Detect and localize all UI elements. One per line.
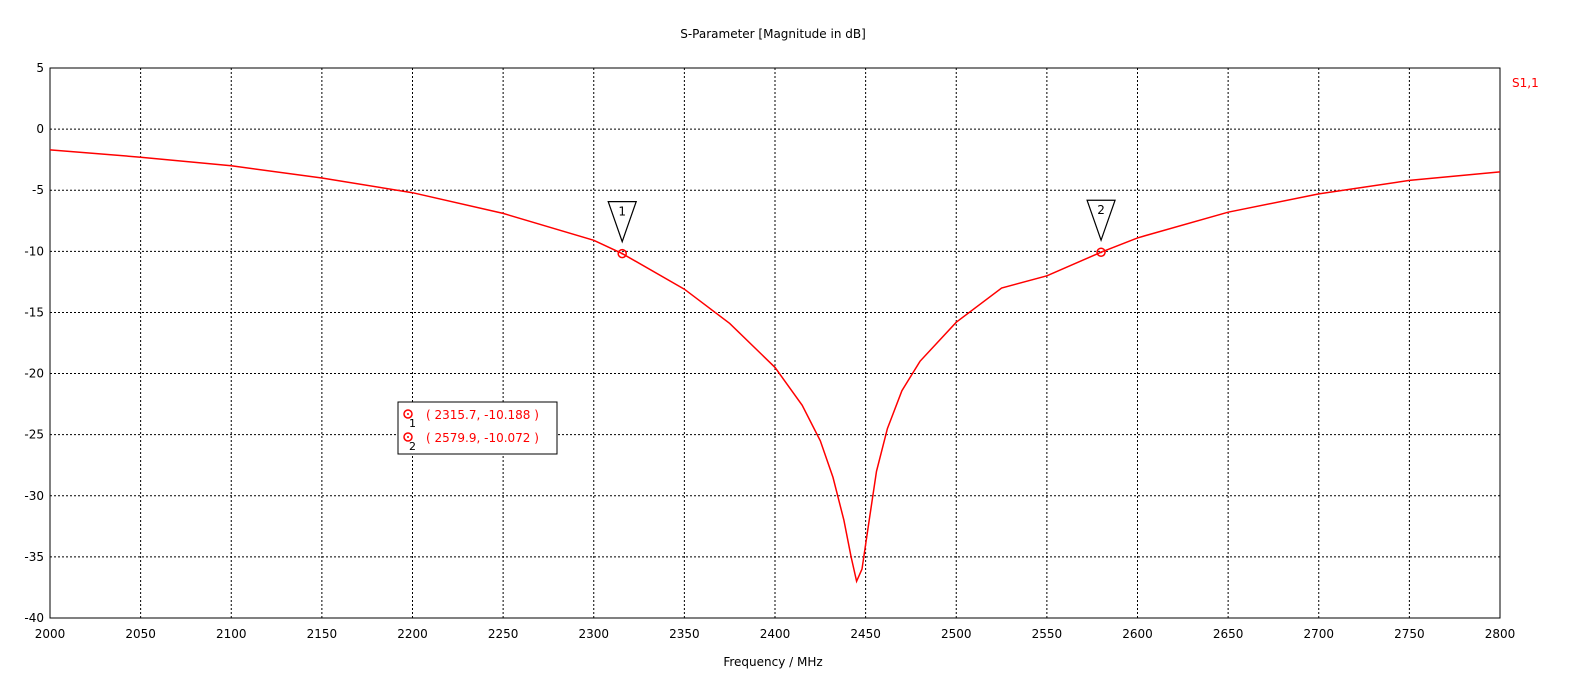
marker-point-icon	[617, 248, 627, 259]
y-tick-label: 0	[36, 122, 44, 136]
x-tick-label: 2550	[1032, 627, 1063, 641]
x-tick-label: 2350	[669, 627, 700, 641]
x-tick-label: 2200	[397, 627, 428, 641]
marker-box-point-icon	[403, 409, 413, 419]
marker-flag-icon	[607, 201, 638, 244]
x-tick-label: 2100	[216, 627, 247, 641]
x-tick-label: 2750	[1394, 627, 1425, 641]
x-tick-label: 2400	[760, 627, 791, 641]
y-tick-label: 5	[36, 61, 44, 75]
marker-box-index: 1	[409, 417, 416, 430]
marker-readout-box: 1 ( 2315.7, -10.188 ) 2 ( 2579.9, -10.072 )	[397, 401, 558, 455]
plot-area	[49, 67, 1501, 619]
y-axis-ticks: 5 0 -5 -10 -15 -20 -25 -30 -35 -40	[24, 61, 44, 625]
y-tick-label: -25	[24, 428, 44, 442]
x-tick-label: 2050	[125, 627, 156, 641]
x-axis-label: Frequency / MHz	[723, 655, 822, 669]
y-tick-label: -30	[24, 489, 44, 503]
marker-box-index: 2	[409, 440, 416, 453]
marker-flag-label: 1	[618, 205, 626, 219]
y-tick-label: -5	[32, 183, 44, 197]
x-tick-label: 2450	[850, 627, 881, 641]
marker-box-point-center	[407, 413, 409, 415]
marker-flag-label: 2	[1097, 203, 1105, 217]
y-tick-label: -35	[24, 550, 44, 564]
series-line-s11	[49, 149, 1501, 584]
marker-flag-icon	[1086, 199, 1116, 243]
marker-2: 2	[1086, 199, 1116, 257]
marker-box-readout: ( 2579.9, -10.072 )	[426, 431, 539, 445]
chart-title: S-Parameter [Magnitude in dB]	[680, 27, 866, 41]
marker-box-frame	[397, 401, 558, 455]
marker-box-point-center	[407, 436, 409, 438]
y-tick-label: -20	[24, 367, 44, 381]
x-tick-label: 2150	[307, 627, 338, 641]
x-tick-label: 2500	[941, 627, 972, 641]
x-axis-ticks: 2000 2050 2100 2150 2200 2250 2300 2350 2400 2450…	[35, 627, 1516, 641]
marker-1: 1	[607, 201, 638, 259]
x-tick-label: 2800	[1485, 627, 1516, 641]
x-tick-label: 2250	[488, 627, 519, 641]
y-tick-label: -40	[24, 611, 44, 625]
marker-box-readout: ( 2315.7, -10.188 )	[426, 408, 539, 422]
marker-point-icon	[1096, 247, 1106, 257]
x-tick-label: 2650	[1213, 627, 1244, 641]
x-tick-label: 2300	[578, 627, 609, 641]
legend-s11: S1,1	[1512, 76, 1539, 90]
x-tick-label: 2700	[1303, 627, 1334, 641]
grid	[50, 68, 1500, 618]
y-tick-label: -10	[24, 244, 44, 258]
marker-point-center	[1100, 251, 1103, 254]
marker-box-point-icon	[403, 432, 413, 442]
x-tick-label: 2600	[1122, 627, 1153, 641]
marker-point-center	[621, 252, 624, 255]
y-tick-label: -15	[24, 305, 44, 319]
x-tick-label: 2000	[35, 627, 66, 641]
